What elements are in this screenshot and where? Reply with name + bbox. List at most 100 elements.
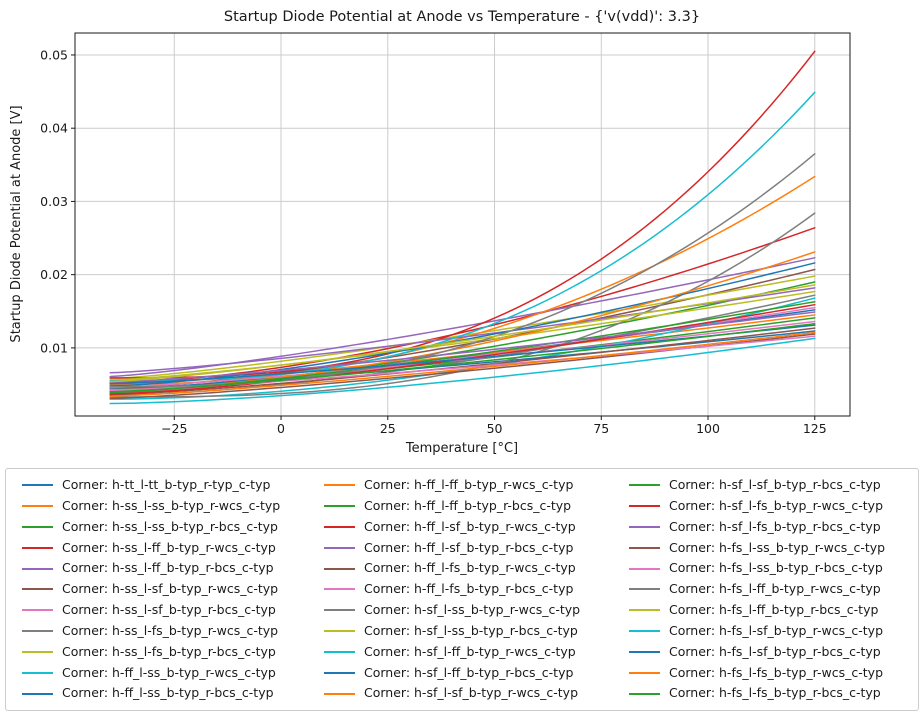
legend-swatch-line	[22, 609, 53, 612]
legend-swatch-line	[22, 505, 53, 508]
legend-swatch-line	[629, 630, 660, 633]
legend-label: Corner: h-sf_l-ss_b-typ_r-bcs_c-typ	[364, 622, 578, 638]
legend-item: Corner: h-ss_l-ss_b-typ_r-bcs_c-typ	[22, 517, 324, 538]
y-axis-label: Startup Diode Potential at Anode [V]	[9, 105, 24, 342]
x-tick-label: 50	[487, 421, 503, 436]
legend-label: Corner: h-sf_l-fs_b-typ_r-bcs_c-typ	[669, 518, 881, 534]
legend-swatch-line	[22, 630, 53, 633]
legend-box: Corner: h-tt_l-tt_b-typ_r-typ_c-typ Corne…	[5, 468, 919, 711]
legend-item: Corner: h-ff_l-fs_b-typ_r-wcs_c-typ	[324, 558, 629, 579]
legend-item: Corner: h-sf_l-fs_b-typ_r-bcs_c-typ	[629, 517, 908, 538]
series-line	[109, 284, 816, 383]
legend-label: Corner: h-ff_l-ff_b-typ_r-bcs_c-typ	[364, 497, 572, 513]
series-curves	[109, 50, 816, 405]
x-tick-label: 25	[380, 421, 396, 436]
legend-swatch-line	[22, 526, 53, 529]
legend-swatch-line	[22, 650, 53, 653]
y-tick-label: 0.04	[40, 121, 68, 136]
legend-label: Corner: h-ff_l-sf_b-typ_r-wcs_c-typ	[364, 518, 576, 534]
legend-item: Corner: h-ff_l-sf_b-typ_r-bcs_c-typ	[324, 537, 629, 558]
legend-label: Corner: h-ss_l-ss_b-typ_r-wcs_c-typ	[62, 497, 281, 513]
x-tick-label: −25	[161, 421, 187, 436]
legend-item: Corner: h-sf_l-ff_b-typ_r-bcs_c-typ	[324, 662, 629, 683]
y-tick-label: 0.01	[40, 340, 68, 355]
legend-label: Corner: h-sf_l-ff_b-typ_r-wcs_c-typ	[364, 643, 576, 659]
legend-item: Corner: h-fs_l-ss_b-typ_r-bcs_c-typ	[629, 558, 908, 579]
legend-label: Corner: h-fs_l-fs_b-typ_r-wcs_c-typ	[669, 664, 884, 680]
legend-item: Corner: h-ss_l-sf_b-typ_r-wcs_c-typ	[22, 579, 324, 600]
legend-item: Corner: h-fs_l-ss_b-typ_r-wcs_c-typ	[629, 537, 908, 558]
y-tick-label: 0.05	[40, 47, 68, 62]
legend-label: Corner: h-sf_l-ff_b-typ_r-bcs_c-typ	[364, 664, 574, 680]
legend-label: Corner: h-sf_l-sf_b-typ_r-wcs_c-typ	[364, 685, 579, 701]
legend-swatch-line	[22, 671, 53, 674]
legend-item: Corner: h-sf_l-ss_b-typ_r-wcs_c-typ	[324, 600, 629, 621]
legend-item: Corner: h-ff_l-sf_b-typ_r-wcs_c-typ	[324, 517, 629, 538]
legend-item: Corner: h-fs_l-fs_b-typ_r-wcs_c-typ	[629, 662, 908, 683]
legend-label: Corner: h-ss_l-ff_b-typ_r-bcs_c-typ	[62, 560, 274, 576]
series-line	[109, 337, 816, 405]
legend-label: Corner: h-ff_l-fs_b-typ_r-wcs_c-typ	[364, 560, 576, 576]
legend-item: Corner: h-sf_l-ss_b-typ_r-bcs_c-typ	[324, 621, 629, 642]
legend-swatch-line	[629, 609, 660, 612]
legend-item: Corner: h-ff_l-ff_b-typ_r-wcs_c-typ	[324, 475, 629, 496]
y-tick-label: 0.03	[40, 194, 68, 209]
legend-label: Corner: h-ff_l-ss_b-typ_r-wcs_c-typ	[62, 664, 276, 680]
legend-swatch-line	[629, 567, 660, 570]
legend-swatch-line	[324, 650, 355, 653]
x-axis-label: Temperature [°C]	[405, 441, 518, 456]
legend-label: Corner: h-fs_l-ff_b-typ_r-bcs_c-typ	[669, 602, 879, 618]
legend-item: Corner: h-ss_l-sf_b-typ_r-bcs_c-typ	[22, 600, 324, 621]
legend-label: Corner: h-fs_l-fs_b-typ_r-bcs_c-typ	[669, 685, 881, 701]
chart-title: Startup Diode Potential at Anode vs Temp…	[224, 9, 700, 25]
legend-swatch-line	[324, 505, 355, 508]
legend-label: Corner: h-ff_l-fs_b-typ_r-bcs_c-typ	[364, 581, 574, 597]
legend-item: Corner: h-fs_l-fs_b-typ_r-bcs_c-typ	[629, 683, 908, 704]
x-tick-label: 125	[803, 421, 827, 436]
legend-item: Corner: h-ss_l-fs_b-typ_r-bcs_c-typ	[22, 642, 324, 663]
legend-item: Corner: h-ff_l-ss_b-typ_r-wcs_c-typ	[22, 662, 324, 683]
legend-label: Corner: h-tt_l-tt_b-typ_r-typ_c-typ	[62, 477, 271, 493]
legend-label: Corner: h-sf_l-sf_b-typ_r-bcs_c-typ	[669, 477, 881, 493]
legend-swatch-line	[324, 671, 355, 674]
legend-label: Corner: h-ss_l-ff_b-typ_r-wcs_c-typ	[62, 539, 276, 555]
series-line	[109, 91, 816, 382]
legend-swatch-line	[22, 588, 53, 591]
legend-label: Corner: h-ss_l-ss_b-typ_r-bcs_c-typ	[62, 518, 278, 534]
legend-item: Corner: h-ff_l-ff_b-typ_r-bcs_c-typ	[324, 496, 629, 517]
legend-swatch-line	[324, 609, 355, 612]
legend-item: Corner: h-ss_l-fs_b-typ_r-wcs_c-typ	[22, 621, 324, 642]
legend-label: Corner: h-fs_l-ss_b-typ_r-wcs_c-typ	[669, 539, 886, 555]
legend-item: Corner: h-sf_l-ff_b-typ_r-wcs_c-typ	[324, 642, 629, 663]
series-line	[109, 322, 816, 393]
legend-swatch-line	[324, 526, 355, 529]
legend-swatch-line	[629, 671, 660, 674]
legend-swatch-line	[324, 692, 355, 695]
legend-item: Corner: h-ff_l-fs_b-typ_r-bcs_c-typ	[324, 579, 629, 600]
series-line	[109, 327, 816, 396]
legend-label: Corner: h-fs_l-sf_b-typ_r-wcs_c-typ	[669, 622, 884, 638]
series-line	[109, 311, 816, 384]
legend-swatch-line	[324, 484, 355, 487]
x-tick-label: 75	[593, 421, 609, 436]
legend-swatch-line	[22, 546, 53, 549]
legend-swatch-line	[629, 588, 660, 591]
legend-label: Corner: h-ff_l-ff_b-typ_r-wcs_c-typ	[364, 477, 574, 493]
legend-label: Corner: h-ss_l-fs_b-typ_r-wcs_c-typ	[62, 622, 279, 638]
legend-label: Corner: h-sf_l-fs_b-typ_r-wcs_c-typ	[669, 497, 884, 513]
legend-item: Corner: h-ss_l-ff_b-typ_r-wcs_c-typ	[22, 537, 324, 558]
axes-spines	[74, 32, 851, 417]
y-tick-label: 0.02	[40, 267, 68, 282]
legend-item: Corner: h-ss_l-ff_b-typ_r-bcs_c-typ	[22, 558, 324, 579]
series-line	[109, 262, 816, 387]
legend-item: Corner: h-ss_l-ss_b-typ_r-wcs_c-typ	[22, 496, 324, 517]
legend-swatch-line	[22, 484, 53, 487]
series-line	[109, 50, 816, 379]
legend-item: Corner: h-fs_l-sf_b-typ_r-bcs_c-typ	[629, 642, 908, 663]
legend-item: Corner: h-sf_l-fs_b-typ_r-wcs_c-typ	[629, 496, 908, 517]
axis-ticks: −25 0 25 50 75 100 125 0.01 0.02 0.03 0.04 0.05	[40, 47, 827, 436]
legend-grid: Corner: h-tt_l-tt_b-typ_r-typ_c-typ Corne…	[22, 475, 908, 704]
legend-item: Corner: h-sf_l-sf_b-typ_r-bcs_c-typ	[629, 475, 908, 496]
legend-swatch-line	[324, 630, 355, 633]
